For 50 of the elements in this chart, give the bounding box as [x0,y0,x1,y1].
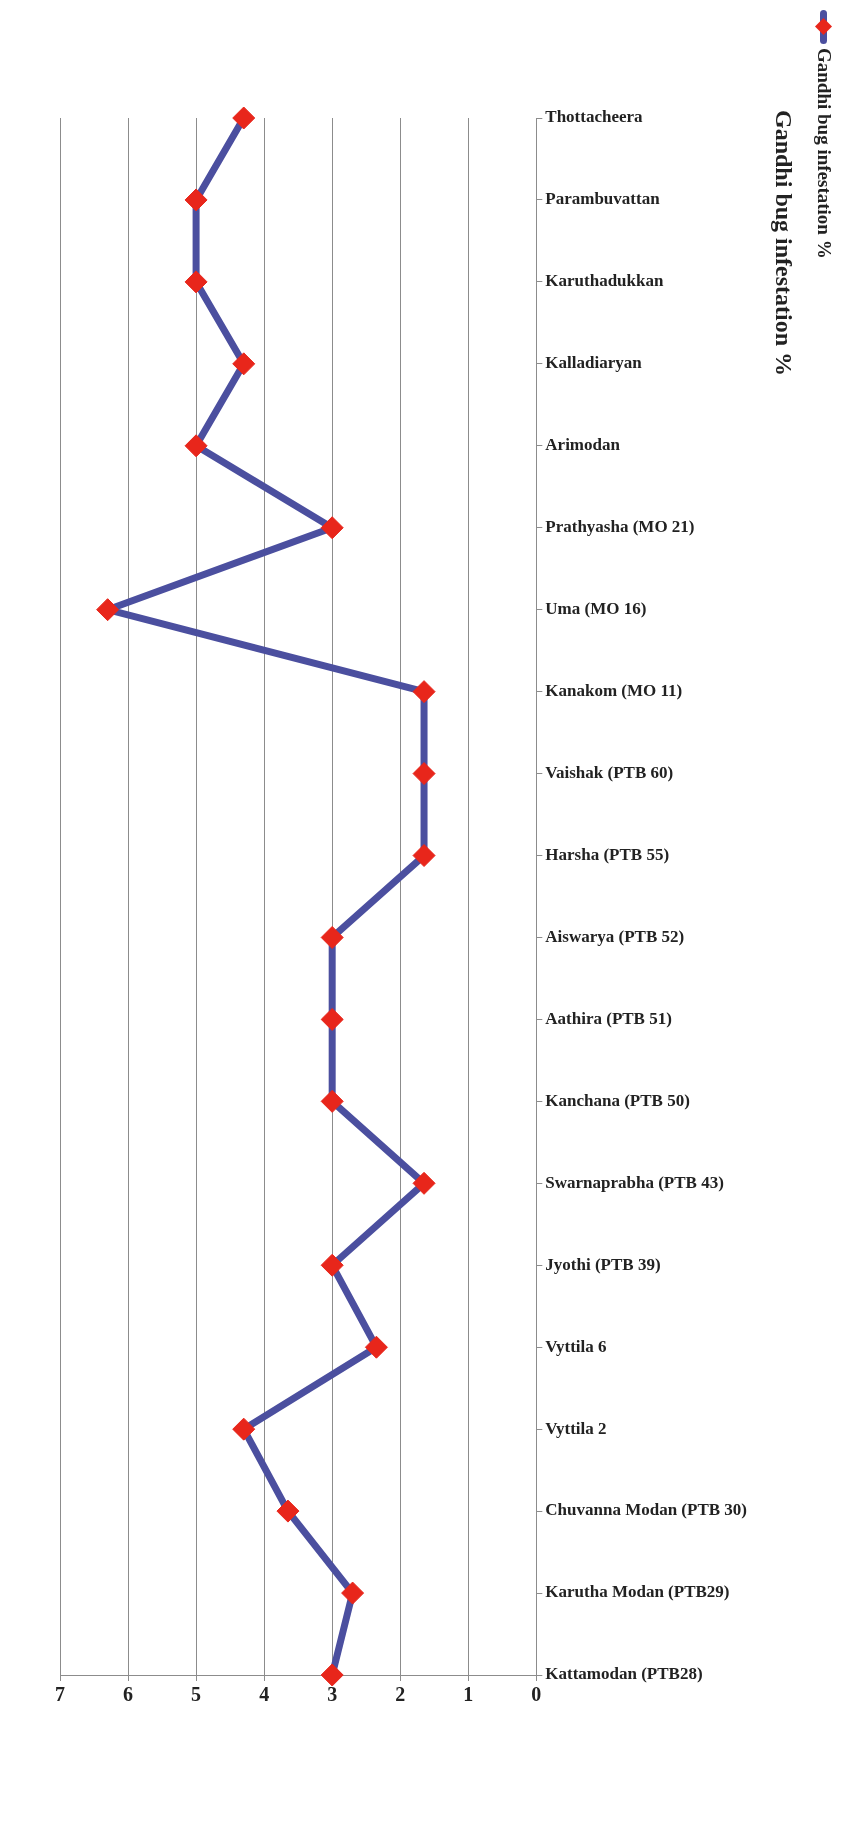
point [320,1663,344,1687]
y-tick-label: Arimodan [545,435,621,455]
legend-label: Gandhi bug infestation % [813,48,835,259]
y-tick-label: Swarnaprabha (PTB 43) [545,1172,724,1192]
y-tick-label: Harsha (PTB 55) [545,844,670,864]
x-tick-label: 5 [191,1683,202,1706]
y-tick-label: Chuvanna Modan (PTB 30) [545,1500,747,1520]
y-tick-label: Jyothi (PTB 39) [545,1254,661,1274]
y-tick-label: Kalladiaryan [545,353,643,373]
point [232,352,256,376]
point [320,1007,344,1031]
point [364,1335,388,1359]
point [320,1253,344,1277]
point [320,1089,344,1113]
point [184,434,208,458]
y-tick-label: Uma (MO 16) [545,599,647,619]
point [412,762,436,786]
y-tick-label: Kattamodan (PTB28) [545,1664,703,1684]
y-tick-label: Kanakom (MO 11) [545,681,683,701]
point [412,1171,436,1195]
y-tick-label: Aiswarya (PTB 52) [545,926,685,946]
y-tick-label: Kanchana (PTB 50) [545,1090,690,1110]
point [184,188,208,212]
x-tick-label: 4 [259,1683,270,1706]
point [184,270,208,294]
y-tick-label: Parambuvattan [545,189,661,209]
point [320,516,344,540]
point [232,106,256,130]
y-tick-label: Prathyasha (MO 21) [545,517,695,537]
point [412,844,436,868]
point [96,598,120,622]
point [276,1499,300,1523]
point [232,1417,256,1441]
x-tick-label: 7 [55,1683,65,1706]
y-tick-label: Aathira (PTB 51) [545,1008,672,1028]
x-tick-label: 6 [123,1683,134,1706]
x-tick-label: 0 [531,1683,542,1706]
x-tick-label: 1 [463,1683,474,1706]
x-tick-label: 2 [395,1683,406,1706]
text: Gandhi bug infestation % [770,110,797,377]
y-tick-label: Vyttila 6 [545,1336,607,1356]
point [341,1581,365,1605]
point [320,925,344,949]
point [412,680,436,704]
y-tick-label: Karutha Modan (PTB29) [545,1582,730,1602]
x-tick-label: 3 [327,1683,338,1706]
y-tick-label: Karuthadukkan [545,271,664,291]
y-tick-label: Thottacheera [545,107,644,127]
y-tick-label: Vyttila 2 [545,1418,607,1438]
y-tick-label: Vaishak (PTB 60) [545,762,674,782]
